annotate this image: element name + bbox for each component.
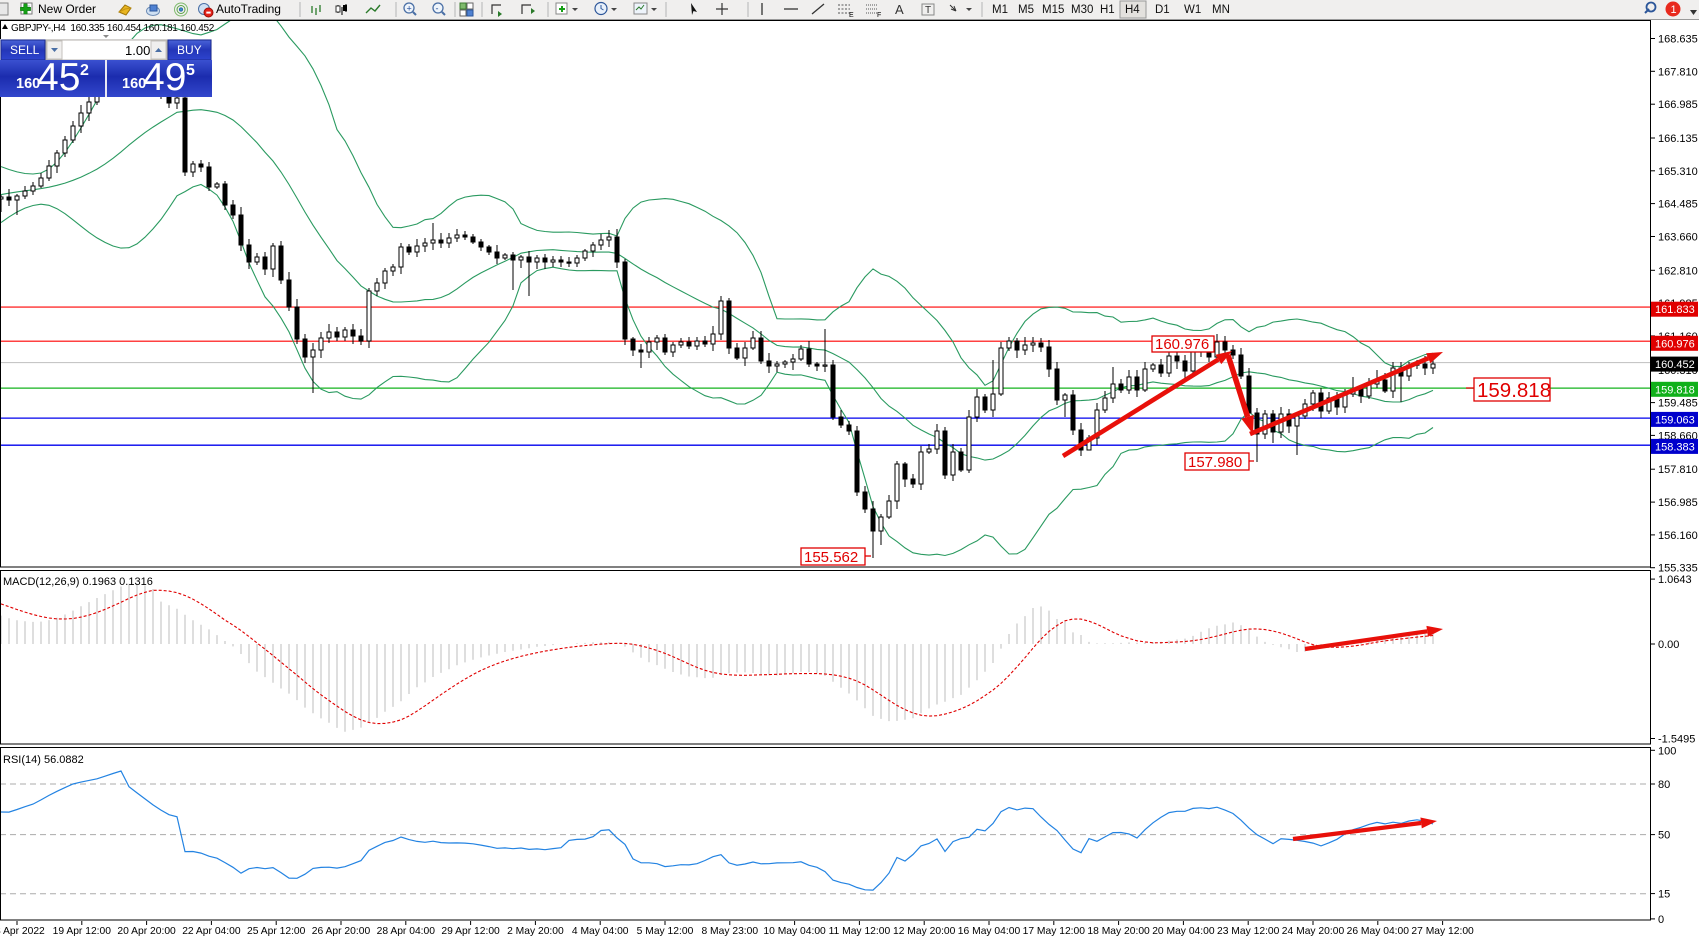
svg-text:1: 1 [1671,4,1677,16]
svg-text:156.985: 156.985 [1658,497,1698,509]
svg-text:160.452: 160.452 [1655,359,1695,371]
svg-text:A: A [895,2,904,17]
svg-text:MACD(12,26,9) 0.1963 0.1316: MACD(12,26,9) 0.1963 0.1316 [3,576,153,588]
svg-text:23 May 12:00: 23 May 12:00 [1217,926,1280,937]
svg-text:24 May 20:00: 24 May 20:00 [1282,926,1345,937]
svg-text:2: 2 [80,62,89,79]
svg-text:167.810: 167.810 [1658,66,1698,78]
svg-text:28 Apr 04:00: 28 Apr 04:00 [377,926,436,937]
svg-text:160: 160 [16,76,40,92]
svg-text:MN: MN [1212,4,1230,16]
svg-text:159.818: 159.818 [1655,384,1695,396]
svg-text:M1: M1 [992,4,1008,16]
svg-text:11 May 12:00: 11 May 12:00 [829,926,891,937]
svg-text:1.00: 1.00 [125,43,150,58]
svg-text:160: 160 [122,76,146,92]
svg-text:25 Apr 12:00: 25 Apr 12:00 [247,926,306,937]
svg-text:M30: M30 [1071,4,1093,16]
svg-text:157.980: 157.980 [1188,454,1242,471]
svg-text:0: 0 [1658,914,1664,926]
svg-text:29 Apr 12:00: 29 Apr 12:00 [441,926,500,937]
svg-text:12 May 20:00: 12 May 20:00 [893,926,956,937]
svg-text:16 May 04:00: 16 May 04:00 [958,926,1021,937]
svg-text:AutoTrading: AutoTrading [216,2,281,16]
svg-text:5 May 12:00: 5 May 12:00 [637,926,694,937]
svg-text:20 Apr 20:00: 20 Apr 20:00 [117,926,176,937]
svg-text:BUY: BUY [177,43,202,57]
svg-text:50: 50 [1658,830,1670,842]
svg-text:D1: D1 [1155,4,1170,16]
svg-text:RSI(14) 56.0882: RSI(14) 56.0882 [3,754,84,766]
svg-text:-: - [436,4,439,14]
svg-text:GBPJPY-,H4 160.335 160.454 16: GBPJPY-,H4 160.335 160.454 160.181 160.4… [11,23,215,34]
svg-text:168.635: 168.635 [1658,34,1698,46]
svg-text:158.383: 158.383 [1655,441,1695,453]
svg-text:T: T [925,5,931,16]
svg-text:160.976: 160.976 [1155,336,1209,353]
svg-text:100: 100 [1658,745,1676,757]
svg-text:17 May 12:00: 17 May 12:00 [1023,926,1086,937]
svg-text:161.833: 161.833 [1655,304,1695,316]
svg-text:1.0643: 1.0643 [1658,574,1692,586]
svg-text:45: 45 [37,56,80,99]
svg-text:2 May 20:00: 2 May 20:00 [507,926,564,937]
svg-text:159.063: 159.063 [1655,414,1695,426]
svg-text:H4: H4 [1125,4,1140,16]
svg-text:155.335: 155.335 [1658,563,1698,575]
svg-text:18 Apr 2022: 18 Apr 2022 [0,926,45,937]
svg-text:165.310: 165.310 [1658,166,1698,178]
svg-text:M15: M15 [1042,4,1064,16]
svg-text:49: 49 [143,56,186,99]
svg-text:155.562: 155.562 [804,549,858,566]
svg-text:E: E [849,12,854,19]
svg-text:+: + [407,4,412,14]
svg-text:New Order: New Order [38,2,96,16]
svg-text:F: F [877,12,881,19]
svg-text:166.985: 166.985 [1658,99,1698,111]
svg-text:26 May 04:00: 26 May 04:00 [1347,926,1410,937]
svg-text:159.485: 159.485 [1658,398,1698,410]
svg-text:18 May 20:00: 18 May 20:00 [1087,926,1150,937]
svg-text:-1.5495: -1.5495 [1658,734,1695,746]
svg-text:15: 15 [1658,889,1670,901]
svg-text:20 May 04:00: 20 May 04:00 [1152,926,1215,937]
svg-text:0.00: 0.00 [1658,639,1679,651]
svg-text:SELL: SELL [10,43,40,57]
svg-text:163.660: 163.660 [1658,232,1698,244]
svg-text:W1: W1 [1184,4,1201,16]
svg-text:164.485: 164.485 [1658,199,1698,211]
svg-text:M5: M5 [1018,4,1034,16]
svg-text:166.135: 166.135 [1658,133,1698,145]
svg-text:26 Apr 20:00: 26 Apr 20:00 [312,926,371,937]
svg-text:8 May 23:00: 8 May 23:00 [701,926,758,937]
svg-text:160.976: 160.976 [1655,338,1695,350]
svg-text:162.810: 162.810 [1658,265,1698,277]
svg-text:156.160: 156.160 [1658,530,1698,542]
svg-text:10 May 04:00: 10 May 04:00 [763,926,826,937]
svg-text:22 Apr 04:00: 22 Apr 04:00 [182,926,241,937]
svg-text:157.810: 157.810 [1658,464,1698,476]
svg-text:4 May 04:00: 4 May 04:00 [572,926,629,937]
svg-text:5: 5 [186,62,195,79]
svg-text:159.818: 159.818 [1477,379,1551,402]
svg-text:80: 80 [1658,779,1670,791]
svg-text:H1: H1 [1100,4,1115,16]
svg-text:27 May 12:00: 27 May 12:00 [1411,926,1474,937]
svg-text:19 Apr 12:00: 19 Apr 12:00 [53,926,112,937]
